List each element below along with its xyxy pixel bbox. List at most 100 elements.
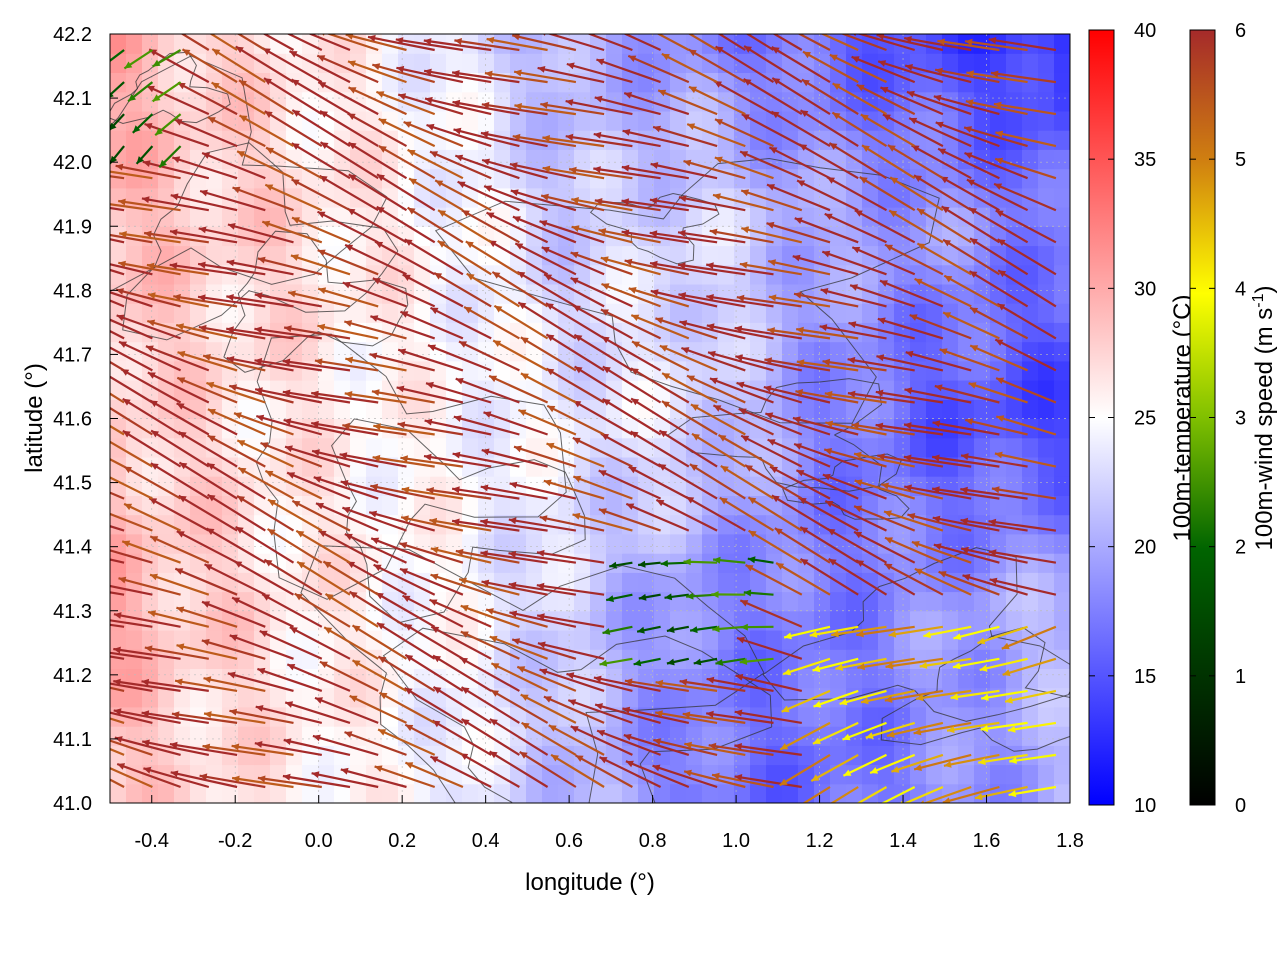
wind-vector-head bbox=[481, 579, 490, 587]
heatmap-cell bbox=[558, 533, 575, 554]
heatmap-cell bbox=[1006, 226, 1023, 247]
wind-vector bbox=[180, 34, 210, 51]
wind-vector-shaft bbox=[344, 243, 407, 276]
wind-vector-shaft bbox=[848, 321, 915, 340]
y-tick-label: 41.7 bbox=[53, 344, 92, 366]
wind-vector-shaft bbox=[170, 194, 238, 212]
wind-vector-head bbox=[933, 94, 942, 102]
wind-vector bbox=[630, 367, 690, 404]
heatmap-cell bbox=[846, 226, 863, 247]
wind-vector-shaft bbox=[110, 778, 125, 788]
heatmap-cell bbox=[718, 418, 735, 439]
wind-vector bbox=[771, 494, 831, 532]
heatmap-cell bbox=[318, 533, 335, 554]
wind-vector-head bbox=[737, 636, 745, 644]
wind-vector bbox=[429, 150, 492, 180]
wind-vector-head bbox=[483, 411, 492, 418]
heatmap-cell bbox=[606, 130, 623, 150]
heatmap-cell bbox=[174, 687, 191, 708]
wind-vector-head bbox=[767, 439, 776, 446]
wind-vector-head bbox=[802, 24, 810, 30]
wind-vector-head bbox=[97, 471, 105, 477]
wind-vector-shaft bbox=[915, 689, 972, 700]
wind-vector-head bbox=[374, 765, 383, 772]
wind-vector bbox=[657, 89, 718, 116]
wind-vector bbox=[289, 626, 351, 660]
wind-vector-head bbox=[318, 530, 327, 538]
wind-vector bbox=[207, 116, 266, 148]
heatmap-cell bbox=[654, 649, 671, 669]
wind-vector bbox=[683, 769, 746, 789]
wind-vector-head bbox=[574, 366, 583, 374]
wind-vector bbox=[508, 517, 577, 532]
wind-vector-head bbox=[136, 156, 144, 164]
wind-vector-shaft bbox=[397, 422, 464, 436]
wind-vector-shaft bbox=[968, 270, 1029, 308]
heatmap-cell bbox=[654, 72, 671, 93]
wind-vector-shaft bbox=[284, 701, 351, 724]
wind-vector-shaft bbox=[229, 634, 294, 660]
wind-vector-shaft bbox=[990, 71, 1057, 84]
wind-vector bbox=[682, 711, 746, 724]
heatmap-cell bbox=[718, 726, 735, 746]
wind-vector-shaft bbox=[113, 613, 181, 628]
wind-vector-head bbox=[970, 238, 978, 246]
heatmap-cell bbox=[766, 630, 783, 650]
wind-vector bbox=[689, 463, 746, 500]
heatmap-cell bbox=[542, 110, 559, 131]
wind-vector-head bbox=[825, 501, 834, 508]
wind-vector-shaft bbox=[316, 54, 379, 84]
wind-vector bbox=[1004, 689, 1057, 704]
heatmap-cell bbox=[782, 687, 799, 708]
wind-vector-head bbox=[917, 208, 926, 216]
wind-vector-shaft bbox=[488, 239, 549, 276]
colorbar-tick-label: 1 bbox=[1235, 666, 1246, 688]
wind-vector-shaft bbox=[1004, 689, 1057, 703]
wind-vector-shaft bbox=[373, 424, 435, 436]
wind-vector-shaft bbox=[480, 485, 548, 500]
wind-vector-shaft bbox=[914, 567, 972, 596]
wind-vector bbox=[655, 317, 718, 340]
wind-vector-shaft bbox=[349, 590, 408, 628]
wind-vector-head bbox=[178, 495, 187, 503]
wind-vector bbox=[860, 113, 916, 148]
wind-vector-shaft bbox=[175, 324, 238, 340]
heatmap-cell bbox=[126, 533, 143, 554]
wind-vector bbox=[207, 408, 266, 436]
wind-vector-head bbox=[595, 703, 603, 710]
wind-vector bbox=[227, 223, 294, 244]
wind-vector-head bbox=[264, 78, 272, 85]
wind-vector-shaft bbox=[110, 318, 153, 340]
wind-vector-shaft bbox=[709, 229, 774, 244]
heatmap-cell bbox=[238, 610, 255, 631]
heatmap-cell bbox=[1022, 380, 1039, 400]
wind-vector bbox=[883, 562, 944, 596]
wind-vector bbox=[605, 593, 633, 603]
wind-vector-shaft bbox=[536, 584, 605, 596]
wind-vector-head bbox=[147, 319, 156, 327]
heatmap-cell bbox=[846, 187, 863, 208]
heatmap-cell bbox=[414, 226, 431, 247]
wind-vector-shaft bbox=[847, 358, 915, 372]
wind-vector bbox=[317, 287, 379, 308]
wind-vector bbox=[764, 357, 831, 372]
wind-vector-head bbox=[176, 323, 184, 331]
wind-vector-shaft bbox=[513, 70, 577, 84]
wind-vector-head bbox=[254, 326, 263, 334]
wind-vector-head bbox=[543, 479, 552, 487]
heatmap-cell bbox=[190, 53, 207, 73]
wind-vector-head bbox=[684, 741, 692, 749]
heatmap-cell bbox=[462, 245, 479, 266]
heatmap-cell bbox=[398, 399, 415, 420]
wind-vector bbox=[621, 164, 689, 180]
wind-vector-head bbox=[734, 709, 743, 717]
heatmap-cell bbox=[510, 53, 527, 73]
wind-vector-shaft bbox=[764, 412, 831, 436]
wind-vector bbox=[264, 183, 323, 212]
wind-vector-shaft bbox=[311, 449, 379, 468]
wind-vector-shaft bbox=[404, 761, 464, 789]
wind-vector-shaft bbox=[378, 145, 436, 180]
wind-vector-head bbox=[914, 764, 922, 771]
heatmap-cell bbox=[302, 649, 319, 669]
wind-vector-head bbox=[259, 630, 268, 638]
